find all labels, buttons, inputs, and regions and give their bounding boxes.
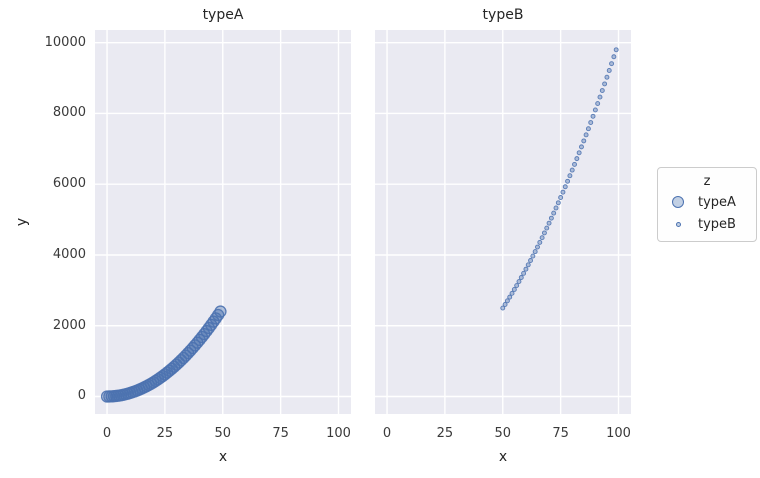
typeB-marker-icon: [675, 221, 681, 227]
scatter-point: [613, 47, 619, 53]
scatter-point: [565, 178, 571, 184]
scatter-point: [507, 294, 513, 300]
scatter-point: [583, 132, 589, 138]
scatter-point: [576, 150, 582, 156]
scatter-point: [567, 173, 573, 179]
scatter-point: [528, 258, 533, 263]
scatter-point: [602, 81, 608, 87]
x-tick-label: 0: [382, 426, 392, 441]
scatter-point: [609, 61, 615, 67]
x-tick-label: 75: [552, 426, 569, 441]
y-axis-label: y: [14, 217, 30, 227]
legend-item-typeB: typeB: [658, 213, 756, 235]
facet-plot-svg: [95, 30, 351, 414]
legend-item-typeA: typeA: [658, 191, 756, 213]
scatter-point: [518, 275, 524, 280]
facet-plot-svg: [375, 30, 631, 414]
scatter-point: [541, 230, 547, 236]
scatter-point: [539, 235, 545, 241]
y-tick-label: 6000: [52, 176, 86, 192]
x-tick-label: 100: [326, 426, 351, 441]
scatter-point: [535, 244, 540, 250]
legend-label-typeA: typeA: [698, 194, 736, 210]
scatter-point: [590, 113, 596, 119]
scatter-point: [509, 290, 515, 296]
facet-title-typeB: typeB: [482, 7, 524, 23]
x-axis-label-right: x: [498, 449, 508, 465]
typeA-marker-icon: [672, 196, 684, 208]
x-tick-label: 100: [606, 426, 631, 441]
x-tick-label: 25: [436, 426, 454, 441]
legend-marker-col: [658, 196, 698, 208]
x-tick-label: 50: [214, 426, 232, 441]
scatter-point: [530, 253, 536, 259]
scatter-point: [546, 220, 552, 226]
scatter-point: [558, 195, 564, 200]
scatter-point: [592, 107, 598, 113]
scatter-point: [521, 270, 527, 276]
scatter-point: [511, 287, 517, 292]
scatter-point: [572, 161, 577, 167]
x-axis-label-left: x: [218, 449, 228, 465]
x-tick-label: 50: [494, 426, 512, 441]
scatter-point: [599, 88, 605, 93]
scatter-point: [588, 120, 594, 125]
scatter-point: [562, 184, 568, 190]
scatter-point: [502, 302, 508, 307]
scatter-point: [606, 68, 612, 73]
scatter-point: [523, 266, 529, 272]
scatter-point: [532, 249, 538, 255]
scatter-point: [551, 210, 557, 216]
scatter-point: [579, 144, 584, 150]
facet-panel-typeA: [95, 30, 351, 414]
legend-label-typeB: typeB: [698, 216, 736, 232]
scatter-point: [548, 215, 554, 221]
y-tick-label: 4000: [52, 246, 86, 262]
y-tick-label: 8000: [52, 105, 86, 121]
scatter-point: [525, 262, 531, 268]
scatter-point: [574, 156, 580, 162]
y-tick-label: 0: [77, 388, 86, 404]
scatter-point: [611, 54, 617, 60]
scatter-point: [604, 74, 610, 80]
scatter-point: [555, 200, 561, 206]
scatter-point: [500, 305, 506, 311]
x-tick-label: 75: [272, 426, 289, 441]
y-tick-label: 10000: [44, 34, 86, 50]
x-tick-label: 25: [156, 426, 174, 441]
scatter-point: [560, 189, 566, 195]
scatter-point: [569, 167, 575, 173]
legend-title: z: [703, 174, 711, 189]
x-tick-label: 0: [102, 426, 112, 441]
scatter-point: [581, 138, 587, 144]
scatter-point: [585, 126, 591, 132]
scatter-point: [214, 305, 227, 318]
scatter-point: [597, 94, 603, 100]
scatter-point: [516, 279, 522, 285]
legend-marker-col: [658, 221, 698, 227]
scatter-point: [504, 298, 510, 304]
scatter-point: [553, 205, 559, 211]
scatter-point: [537, 239, 543, 245]
facet-panel-typeB: [375, 30, 631, 414]
scatter-point: [544, 225, 550, 231]
scatter-point: [514, 283, 520, 289]
y-tick-label: 2000: [52, 317, 86, 333]
scatter-point: [595, 101, 601, 107]
facet-title-typeA: typeA: [202, 7, 244, 23]
legend: z typeA typeB: [657, 167, 757, 242]
